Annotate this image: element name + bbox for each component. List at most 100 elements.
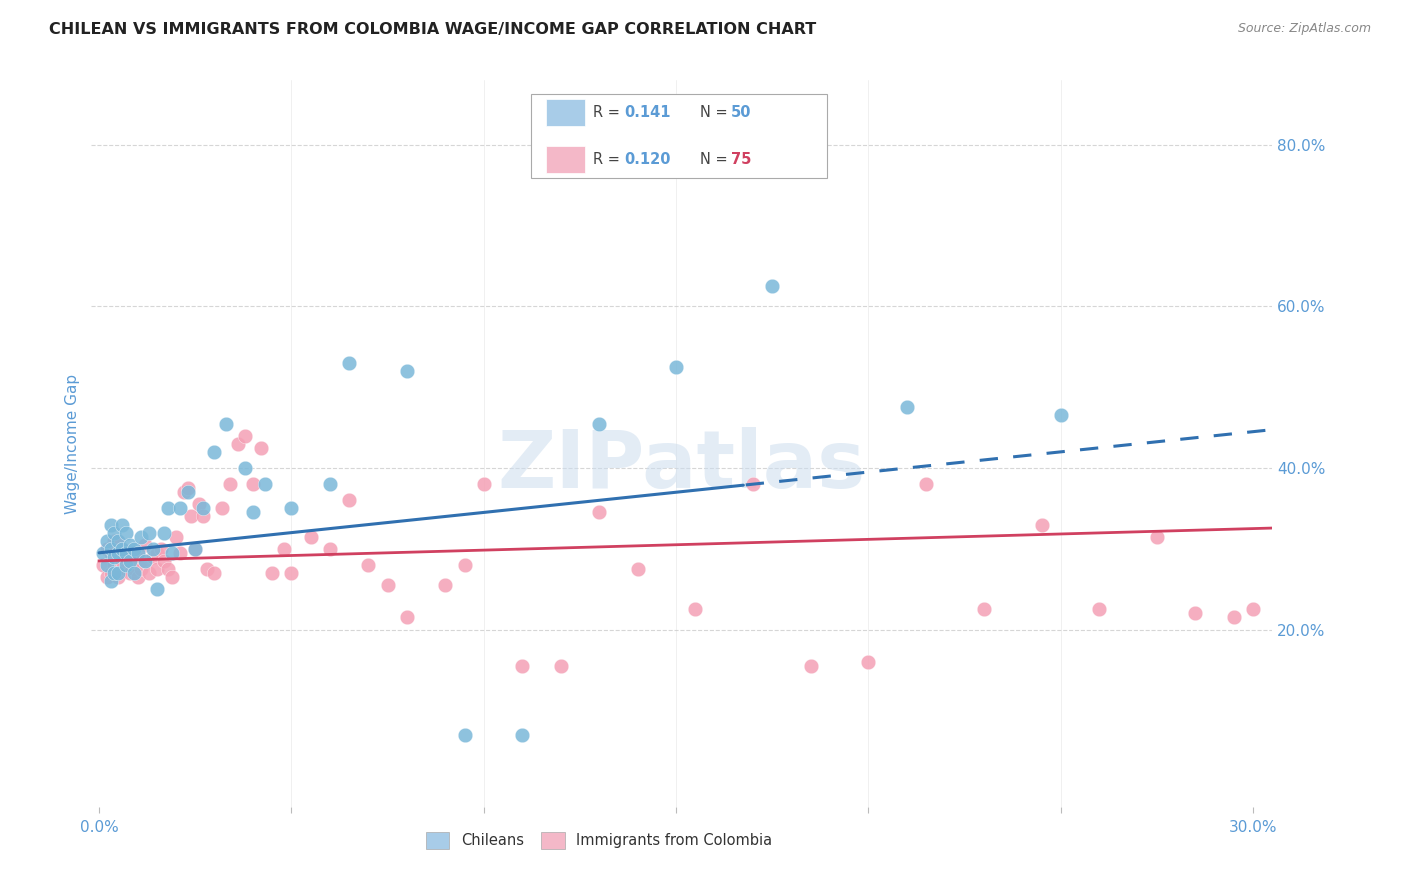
Point [115,546,138,560]
Text: 0.120: 0.120 [624,152,671,167]
Point [319,541,342,556]
Point [115,558,138,572]
Point [215,417,238,431]
Point [111,517,134,532]
Point [149,541,172,556]
Point [96,570,118,584]
Point [280,566,302,580]
Point [280,501,302,516]
Point [131,562,153,576]
Point [204,566,226,580]
Point [896,401,918,415]
Point [122,554,145,568]
Point [742,477,765,491]
Point [138,566,160,580]
Legend: Chileans, Immigrants from Colombia: Chileans, Immigrants from Colombia [420,826,779,855]
Point [191,509,214,524]
Point [91,546,114,560]
Point [160,546,183,560]
Point [191,501,214,516]
Text: 50: 50 [731,105,752,120]
Point [510,728,533,742]
Point [103,549,125,564]
Point [169,546,191,560]
Text: N =: N = [700,105,733,120]
Point [510,659,533,673]
Point [122,566,145,580]
Point [180,509,202,524]
Point [146,546,169,560]
Point [395,364,418,378]
Point [103,566,125,580]
Point [858,655,880,669]
Point [550,659,572,673]
Point [188,497,211,511]
Point [242,505,264,519]
Point [1241,602,1264,616]
Point [249,441,271,455]
Point [1031,517,1053,532]
Point [973,602,995,616]
Point [118,554,141,568]
Point [115,525,138,540]
Point [1223,610,1246,624]
Point [233,461,256,475]
Text: 0.141: 0.141 [624,105,671,120]
Point [153,525,176,540]
Point [195,562,218,576]
Text: R =: R = [593,152,624,167]
Point [627,562,650,576]
Point [1146,530,1168,544]
Point [915,477,938,491]
Y-axis label: Wage/Income Gap: Wage/Income Gap [65,374,80,514]
Point [131,530,153,544]
Point [138,525,160,540]
Point [160,570,183,584]
Point [122,562,145,576]
Point [176,481,198,495]
Point [107,570,129,584]
Point [184,541,207,556]
Point [118,546,141,560]
Point [665,359,688,374]
Point [1184,607,1206,621]
Point [96,541,118,556]
Point [319,477,342,491]
Point [107,533,129,548]
Point [226,437,249,451]
Text: R =: R = [593,105,624,120]
Point [100,541,122,556]
Text: Source: ZipAtlas.com: Source: ZipAtlas.com [1237,22,1371,36]
Point [1050,409,1073,423]
Point [127,570,149,584]
Point [273,541,295,556]
Point [142,549,165,564]
Point [100,546,122,560]
Point [107,549,129,564]
Point [233,428,256,442]
Point [253,477,276,491]
Point [118,566,141,580]
Point [184,541,207,556]
Point [337,356,360,370]
Point [122,541,145,556]
Point [100,517,122,532]
Point [111,554,134,568]
Point [588,417,610,431]
Point [115,562,138,576]
Point [103,558,125,572]
Point [337,493,360,508]
Point [761,279,783,293]
Point [127,546,149,560]
Point [134,554,156,568]
Point [107,546,129,560]
Point [153,554,176,568]
Point [127,546,149,560]
Text: ZIPatlas: ZIPatlas [498,426,866,505]
Text: CHILEAN VS IMMIGRANTS FROM COLOMBIA WAGE/INCOME GAP CORRELATION CHART: CHILEAN VS IMMIGRANTS FROM COLOMBIA WAGE… [49,22,817,37]
Point [146,562,169,576]
Point [299,530,322,544]
Point [103,533,125,548]
Point [111,541,134,556]
Point [115,546,138,560]
